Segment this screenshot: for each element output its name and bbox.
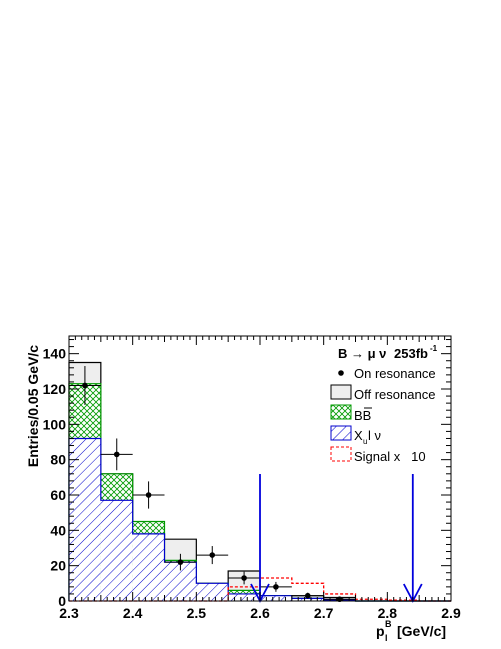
bar-hatch-6 (260, 595, 292, 601)
x-tick-label: 2.9 (441, 605, 461, 621)
legend-swatch-bbbar (330, 404, 352, 420)
y-tick-label: 100 (43, 416, 67, 432)
axes: 2.3 2.4 2.5 2.6 2.7 2.8 2.9 0 20 40 60 80 100 120 140 (43, 335, 461, 621)
legend-label: Off resonance (354, 387, 435, 402)
x-tick-label: 2.3 (59, 605, 79, 621)
y-axis-label: Entries/0.05 GeV/c (25, 345, 41, 467)
x-axis-label: p l B [GeV/c] (376, 619, 446, 643)
legend-item-off-resonance: Off resonance (330, 384, 435, 402)
x-tick-label: 2.8 (378, 605, 398, 621)
x-axis-label-sup: B (385, 619, 392, 629)
data-point-1 (113, 451, 120, 458)
legend-label: On resonance (354, 366, 436, 381)
bar-hatch-2 (132, 533, 165, 601)
legend-label: X (354, 428, 363, 443)
x-tick-label: 2.5 (187, 605, 207, 621)
x-tick-label: 2.4 (123, 605, 143, 621)
legend-label-sub: u (363, 437, 367, 446)
x-axis-label-main: p (376, 623, 385, 639)
legend-swatch-xulnu (330, 425, 352, 441)
y-tick-label: 60 (50, 487, 66, 503)
bar-hatch-7 (291, 598, 324, 601)
bar-hatch-1 (100, 500, 133, 601)
bar-hatch-4 (196, 583, 229, 601)
x-axis-label-sub: l (385, 633, 388, 643)
legend-item-on-resonance: On resonance (338, 366, 436, 381)
bar-hatch-0 (69, 438, 101, 601)
data-point-2 (145, 492, 152, 498)
bar-hatch-5 (228, 593, 260, 601)
legend-swatch-off-resonance (330, 384, 352, 400)
data-point-5 (241, 575, 247, 581)
stacked-histogram (68, 361, 451, 602)
legend-label-rest: l ν (368, 428, 381, 443)
annotation-lumi-exp: -1 (430, 344, 438, 353)
y-tick-label: 20 (50, 558, 66, 574)
y-tick-label: 0 (58, 593, 66, 609)
data-point-6 (273, 584, 279, 590)
legend-swatch-signal (330, 446, 352, 462)
legend-item-bbbar: BB (330, 404, 372, 423)
annotation-lumi: 253fb (394, 346, 428, 361)
legend-label: BB (354, 408, 371, 423)
legend-item-xulnu: X u l ν (330, 425, 381, 446)
annotation-process: B → μ ν (338, 346, 386, 361)
y-tick-label: 120 (43, 381, 67, 397)
legend-marker-dot (338, 370, 344, 376)
x-tick-label: 2.6 (250, 605, 270, 621)
y-tick-label: 140 (43, 346, 67, 362)
y-tick-label: 80 (50, 452, 66, 468)
data-point-7 (304, 592, 311, 599)
y-tick-label: 40 (50, 522, 66, 538)
x-axis-label-unit: [GeV/c] (397, 623, 446, 639)
data-point-4 (209, 552, 216, 558)
legend-label: Signal x 10 (354, 449, 426, 464)
x-tick-label: 2.7 (314, 605, 334, 621)
annotation: B → μ ν 253fb -1 (338, 344, 438, 361)
data-point-3 (177, 559, 184, 565)
data-point-0 (82, 382, 88, 389)
legend: On resonance Off resonance BB X u l ν Si… (330, 366, 436, 464)
legend-item-signal: Signal x 10 (330, 446, 426, 464)
cut-arrows (250, 474, 423, 603)
